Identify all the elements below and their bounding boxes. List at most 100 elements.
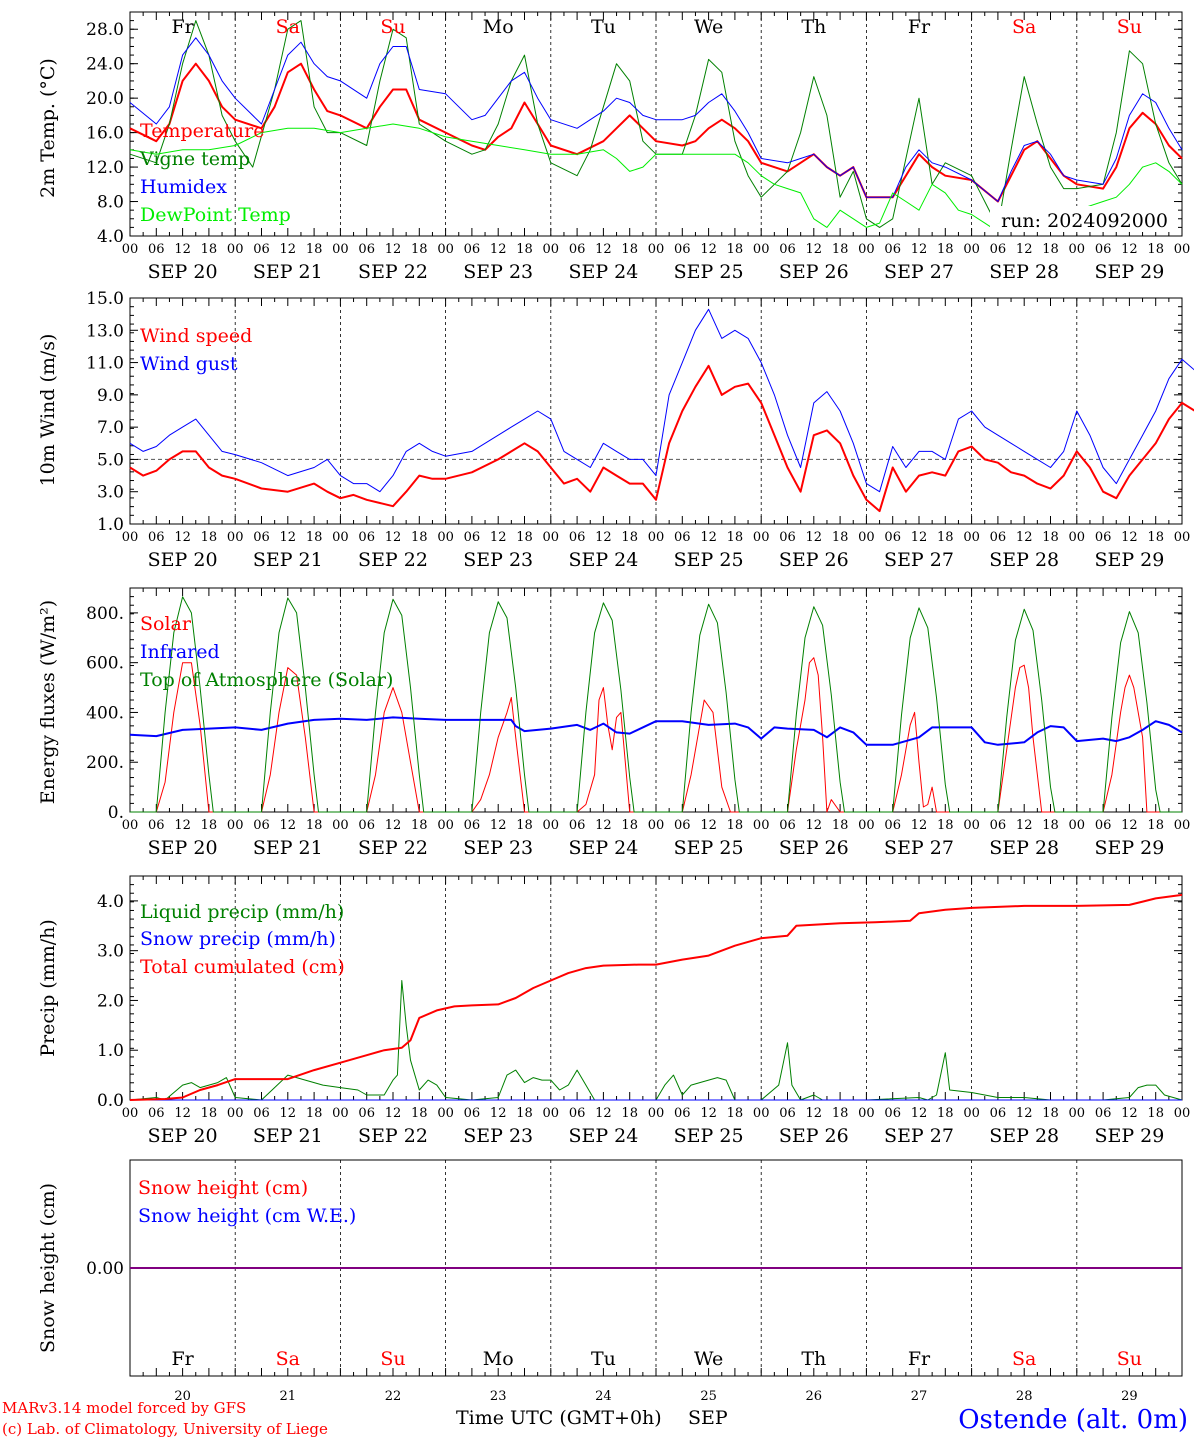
- hour-tick-label: 00: [858, 1106, 875, 1121]
- date-label: SEP 26: [779, 261, 849, 283]
- hour-tick-label: 18: [937, 818, 954, 833]
- hour-tick-label: 18: [1042, 530, 1059, 545]
- day-name-bottom: We: [694, 1348, 723, 1370]
- date-label: SEP 27: [884, 549, 954, 571]
- hour-tick-label: 06: [990, 818, 1007, 833]
- hour-tick-label: 18: [937, 530, 954, 545]
- hour-tick-label: 00: [543, 530, 560, 545]
- hour-tick-label: 00: [227, 242, 244, 257]
- y-tick-label: 20.0: [86, 89, 124, 109]
- hour-tick-label: 18: [621, 1106, 638, 1121]
- date-label: SEP 22: [358, 261, 428, 283]
- hour-tick-label: 06: [253, 1106, 270, 1121]
- y-tick-label: 0.0: [97, 1091, 124, 1111]
- hour-tick-label: 18: [727, 1106, 744, 1121]
- hour-tick-label: 00: [543, 242, 560, 257]
- y-tick-label: 4.0: [97, 227, 124, 247]
- hour-tick-label: 12: [1121, 818, 1138, 833]
- date-label: SEP 25: [674, 549, 744, 571]
- hour-tick-label: 12: [1121, 530, 1138, 545]
- hour-tick-label: 06: [569, 530, 586, 545]
- legend-entry: Vigne temp: [139, 148, 250, 170]
- hour-tick-label: 18: [1042, 1106, 1059, 1121]
- hour-tick-label: 00: [227, 818, 244, 833]
- day-name-bottom: Su: [1117, 1348, 1142, 1370]
- panel-3: [129, 587, 1183, 813]
- y-tick-label: 0.: [108, 803, 124, 823]
- month-label: SEP: [688, 1407, 728, 1429]
- hour-tick-label: 12: [700, 530, 717, 545]
- hour-tick-label: 12: [911, 530, 928, 545]
- date-label: SEP 23: [463, 549, 533, 571]
- hour-tick-label: 06: [779, 242, 796, 257]
- day-number: 24: [595, 1389, 612, 1404]
- day-name-top: Th: [801, 16, 826, 38]
- y-tick-label: 1.0: [97, 1041, 124, 1061]
- y-tick-label: 24.0: [86, 55, 124, 75]
- hour-tick-label: 00: [1069, 242, 1086, 257]
- hour-tick-label: 00: [122, 1106, 139, 1121]
- date-label: SEP 20: [148, 837, 218, 859]
- hour-tick-label: 12: [806, 1106, 823, 1121]
- date-label: SEP 24: [568, 837, 638, 859]
- plot-frame: [129, 11, 1183, 237]
- hour-tick-label: 00: [753, 818, 770, 833]
- hour-tick-label: 18: [306, 1106, 323, 1121]
- hour-tick-label: 00: [963, 530, 980, 545]
- y-tick-label: 0.00: [86, 1259, 124, 1279]
- hour-tick-label: 18: [516, 242, 533, 257]
- day-name-bottom: Th: [801, 1348, 826, 1370]
- legend-entry: Humidex: [140, 176, 227, 198]
- day-name-top: Fr: [171, 16, 194, 38]
- hour-tick-label: 00: [648, 242, 665, 257]
- hour-tick-label: 18: [1147, 1106, 1164, 1121]
- hour-tick-label: 06: [253, 818, 270, 833]
- hour-tick-label: 06: [358, 818, 375, 833]
- y-tick-label: 3.0: [97, 483, 124, 503]
- series-line: [129, 37, 1183, 202]
- date-label: SEP 23: [463, 261, 533, 283]
- day-name-bottom: Mo: [483, 1348, 514, 1370]
- hour-tick-label: 12: [1016, 242, 1033, 257]
- hour-tick-label: 06: [569, 1106, 586, 1121]
- hour-tick-label: 18: [306, 530, 323, 545]
- hour-tick-label: 12: [280, 818, 297, 833]
- date-label: SEP 26: [779, 837, 849, 859]
- hour-tick-label: 06: [779, 1106, 796, 1121]
- hour-tick-label: 06: [884, 1106, 901, 1121]
- date-label: SEP 21: [253, 837, 323, 859]
- hour-tick-label: 06: [884, 530, 901, 545]
- hour-tick-label: 00: [332, 530, 349, 545]
- hour-tick-label: 00: [963, 242, 980, 257]
- y-tick-label: 16.0: [86, 124, 124, 144]
- hour-tick-label: 06: [990, 242, 1007, 257]
- day-number: 29: [1121, 1389, 1138, 1404]
- hour-tick-label: 00: [963, 1106, 980, 1121]
- y-tick-label: 3.0: [97, 942, 124, 962]
- hour-tick-label: 06: [884, 242, 901, 257]
- y-tick-label: 4.0: [97, 892, 124, 912]
- day-number: 26: [806, 1389, 823, 1404]
- series-line: [129, 364, 1194, 513]
- hour-tick-label: 18: [411, 530, 428, 545]
- legend-entry: Wind speed: [140, 325, 252, 347]
- legend-entry: Wind gust: [140, 353, 238, 375]
- day-name-top: Tu: [591, 16, 616, 38]
- hour-tick-label: 18: [621, 818, 638, 833]
- date-label: SEP 25: [674, 261, 744, 283]
- hour-tick-label: 06: [884, 818, 901, 833]
- hour-tick-label: 00: [1174, 530, 1191, 545]
- legend-entry: Liquid precip (mm/h): [140, 901, 344, 923]
- day-name-bottom: Fr: [171, 1348, 194, 1370]
- hour-tick-label: 06: [990, 1106, 1007, 1121]
- series-line: [130, 596, 1182, 813]
- date-label: SEP 28: [989, 549, 1059, 571]
- date-label: SEP 24: [568, 261, 638, 283]
- hour-tick-label: 18: [727, 242, 744, 257]
- hour-tick-label: 12: [911, 242, 928, 257]
- day-name-top: Su: [380, 16, 405, 38]
- hour-tick-label: 00: [753, 1106, 770, 1121]
- hour-tick-label: 06: [1095, 530, 1112, 545]
- hour-tick-label: 00: [1174, 1106, 1191, 1121]
- date-label: SEP 23: [463, 1125, 533, 1147]
